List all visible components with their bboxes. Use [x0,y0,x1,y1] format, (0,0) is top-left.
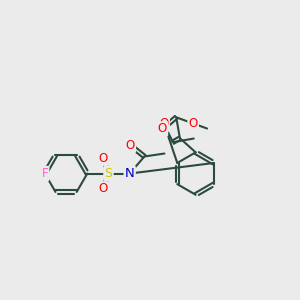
Text: O: O [126,139,135,152]
Text: N: N [125,167,135,180]
Text: O: O [99,152,108,165]
Text: O: O [160,118,169,130]
Text: S: S [104,167,112,180]
Text: O: O [99,182,108,195]
Text: O: O [188,117,198,130]
Text: O: O [158,122,167,135]
Text: F: F [42,167,48,180]
